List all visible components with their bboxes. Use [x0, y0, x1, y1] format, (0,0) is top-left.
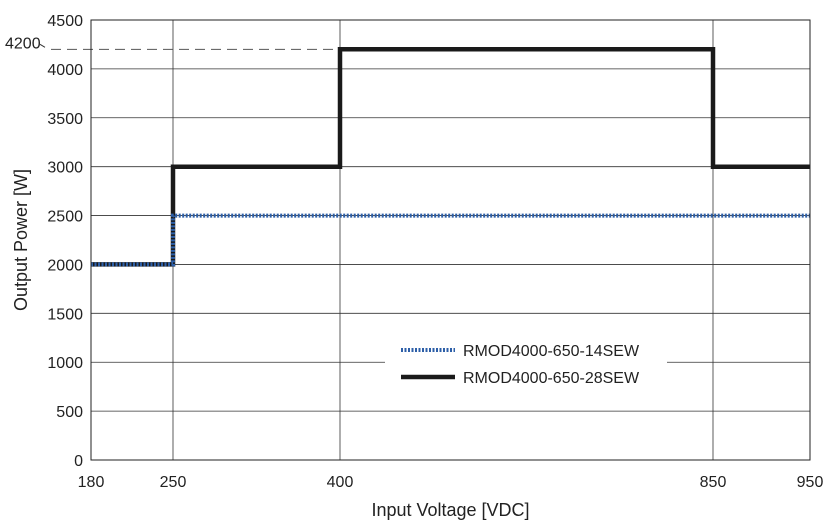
- y-tick-label: 1500: [47, 306, 83, 323]
- legend-box: [385, 332, 667, 396]
- y-tick-label: 500: [56, 404, 83, 421]
- x-axis-title: Input Voltage [VDC]: [371, 500, 529, 520]
- tick-labels: 0 500 1000 1500 2000 2500 3000 3500 4000 4500 180 2…: [47, 13, 823, 491]
- x-tick-label: 400: [327, 474, 354, 491]
- x-tick-label: 180: [78, 474, 105, 491]
- y-tick-label: 1000: [47, 355, 83, 372]
- y-tick-label: 3500: [47, 111, 83, 128]
- y-tick-label: 2500: [47, 209, 83, 226]
- reference-label: 4200: [5, 35, 41, 52]
- x-tick-label: 950: [797, 474, 824, 491]
- y-tick-label: 2000: [47, 257, 83, 274]
- series-line-14sew: [91, 213, 810, 267]
- y-tick-label: 0: [74, 453, 83, 470]
- y-tick-label: 4000: [47, 62, 83, 79]
- y-tick-label: 4500: [47, 13, 83, 30]
- legend: RMOD4000-650-14SEW RMOD4000-650-28SEW: [385, 332, 667, 396]
- legend-label: RMOD4000-650-14SEW: [463, 343, 640, 360]
- y-tick-label: 3000: [47, 160, 83, 177]
- annotation-layer: 4200: [5, 35, 340, 52]
- plot-frame: [90, 19, 811, 461]
- x-tick-label: 250: [160, 474, 187, 491]
- legend-label: RMOD4000-650-28SEW: [463, 370, 640, 387]
- y-axis-title: Output Power [W]: [11, 169, 31, 311]
- reference-leader: [39, 43, 46, 48]
- series-layer: [91, 47, 810, 267]
- x-tick-label: 850: [700, 474, 727, 491]
